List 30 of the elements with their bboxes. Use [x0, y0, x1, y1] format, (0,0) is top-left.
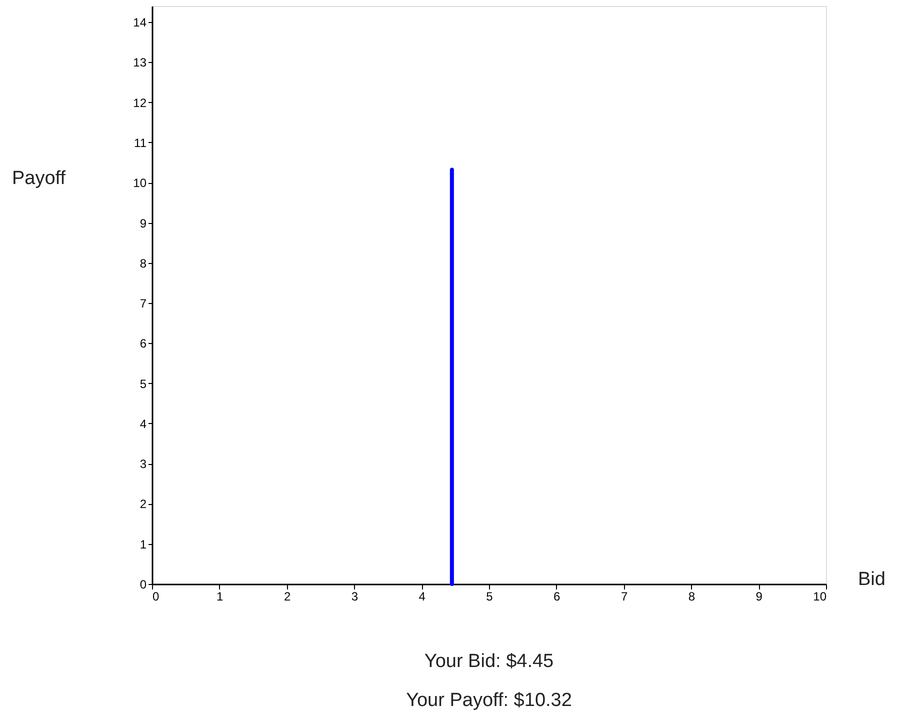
y-tick-label: 2	[140, 497, 147, 512]
y-tick-label: 0	[140, 578, 147, 592]
y-axis-title: Payoff	[12, 168, 66, 189]
text: Your Bid: $4.45	[424, 651, 554, 672]
y-tick-label: 12	[133, 96, 147, 110]
text: Your Payoff: $10.32	[406, 690, 572, 711]
x-tick-label: 6	[554, 590, 561, 604]
y-tick-label: 11	[134, 136, 147, 150]
y-tick-label: 5	[140, 376, 147, 391]
x-axis-title: Bid	[858, 569, 886, 590]
x-tick-label: 2	[284, 590, 291, 604]
y-tick-label: 4	[140, 416, 147, 431]
x-tick-label: 9	[756, 590, 763, 604]
y-tick-label: 6	[140, 336, 147, 351]
y-tick-label: 13	[133, 56, 147, 70]
x-tick-label: 7	[620, 590, 628, 604]
y-tick-label: 14	[133, 16, 147, 30]
x-tick-label: 1	[216, 590, 224, 604]
y-tick-label: 7	[140, 296, 147, 311]
x-tick-label: 5	[486, 590, 494, 604]
y-tick-label: 9	[140, 216, 147, 230]
y-tick-label: 8	[140, 256, 147, 270]
x-tick-label: 4	[418, 590, 426, 604]
x-tick-label: 8	[688, 590, 696, 604]
y-tick-label: 10	[133, 176, 147, 190]
y-tick-label: 3	[140, 457, 147, 472]
x-tick-label: 10	[813, 590, 827, 604]
y-tick-label: 1	[140, 537, 147, 552]
x-tick-label: 0	[152, 590, 160, 604]
x-tick-label: 3	[351, 590, 358, 604]
